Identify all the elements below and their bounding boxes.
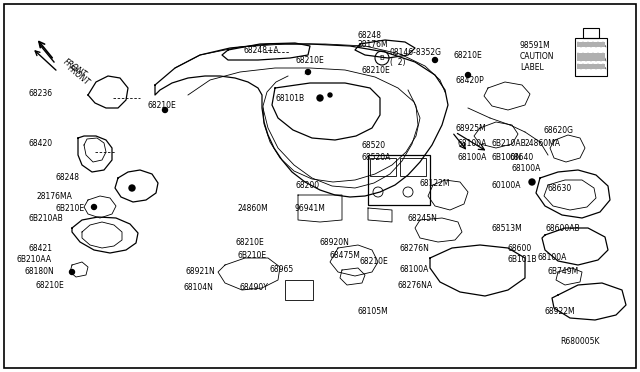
Text: R680005K: R680005K [560,337,600,346]
Text: 6B210E: 6B210E [238,250,267,260]
Text: 68421: 68421 [28,244,52,253]
Text: 68100A: 68100A [458,153,488,161]
Bar [575,38,607,76]
Text: 68248: 68248 [55,173,79,182]
Text: FRONT: FRONT [66,63,92,87]
Text: 68248+A: 68248+A [244,45,280,55]
Text: 68475M: 68475M [330,250,361,260]
Text: 68236: 68236 [28,89,52,97]
Text: 68620G: 68620G [544,125,574,135]
Circle shape [70,269,74,275]
Circle shape [305,70,310,74]
Circle shape [465,73,470,77]
Text: 68200: 68200 [296,180,320,189]
Text: 6B749M: 6B749M [548,267,579,276]
Text: 6B101B: 6B101B [508,256,538,264]
Text: 68630: 68630 [548,183,572,192]
Text: 68965: 68965 [270,266,294,275]
Text: 68922M: 68922M [545,308,575,317]
Text: LABEL: LABEL [520,62,544,71]
Text: 68520: 68520 [362,141,386,150]
Text: 24860M: 24860M [238,203,269,212]
Text: 68180N: 68180N [24,267,54,276]
Text: 24860MA: 24860MA [525,138,561,148]
Bar [285,280,313,300]
Text: 68420P: 68420P [456,76,484,84]
Text: 68920N: 68920N [320,237,350,247]
Text: (  2): ( 2) [390,58,406,67]
Text: 68921N: 68921N [185,267,215,276]
Text: 28176M: 28176M [358,39,388,48]
Text: 68640: 68640 [510,153,534,161]
Bar [577,64,605,69]
Text: 6B210AB: 6B210AB [28,214,63,222]
Text: 68276NA: 68276NA [398,280,433,289]
Text: 98591M: 98591M [520,41,551,49]
Bar [577,42,605,47]
Text: 68210E: 68210E [362,65,391,74]
Bar [583,28,599,38]
Text: 68513M: 68513M [492,224,523,232]
Text: 68100A: 68100A [512,164,541,173]
Text: 68600AB: 68600AB [546,224,580,232]
Text: 6B210AB: 6B210AB [492,138,527,148]
Circle shape [328,93,332,97]
Text: 6B100N: 6B100N [492,153,522,161]
Circle shape [317,95,323,101]
Circle shape [129,185,135,191]
Bar [577,53,605,61]
Text: 68101B: 68101B [276,93,305,103]
Text: 68420: 68420 [28,138,52,148]
Text: 6B210AA: 6B210AA [16,256,51,264]
Text: 68210E: 68210E [454,51,483,60]
Circle shape [163,108,168,112]
Text: FRONT: FRONT [62,57,88,79]
Text: 68122M: 68122M [420,179,451,187]
Text: 60100A: 60100A [492,180,522,189]
Bar [370,158,396,176]
Bar [400,158,426,176]
Text: 68245N: 68245N [408,214,438,222]
Text: 68100A: 68100A [538,253,568,263]
Text: 68210E: 68210E [236,237,265,247]
Text: 68925M: 68925M [456,124,487,132]
Text: 68210E: 68210E [35,280,64,289]
Text: 68600: 68600 [508,244,532,253]
Text: 68210E: 68210E [296,55,324,64]
Text: B: B [380,55,385,61]
Text: 68490Y: 68490Y [240,283,269,292]
Text: 68276N: 68276N [400,244,430,253]
Text: 68105M: 68105M [358,308,388,317]
Text: CAUTION: CAUTION [520,51,554,61]
Circle shape [529,179,535,185]
Text: 68100A: 68100A [458,138,488,148]
Text: 6B210E: 6B210E [55,203,84,212]
Text: 68210E: 68210E [360,257,388,266]
Text: 68104N: 68104N [184,283,214,292]
Bar [368,155,430,205]
Text: 68520A: 68520A [362,153,392,161]
Text: 96941M: 96941M [295,203,326,212]
Text: 08146-8352G: 08146-8352G [390,48,442,57]
Text: 68210E: 68210E [148,100,177,109]
Text: 28176MA: 28176MA [36,192,72,201]
Text: 68248: 68248 [358,31,382,39]
Circle shape [433,58,438,62]
Text: 68100A: 68100A [400,266,429,275]
Circle shape [92,205,97,209]
